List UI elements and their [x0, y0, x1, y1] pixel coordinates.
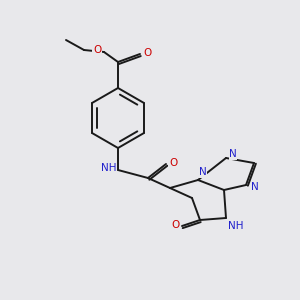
Text: O: O	[143, 48, 151, 58]
Text: N: N	[199, 167, 207, 177]
Text: NH: NH	[228, 221, 244, 231]
Text: O: O	[93, 45, 101, 55]
Text: O: O	[171, 220, 179, 230]
Text: NH: NH	[101, 163, 117, 173]
Text: O: O	[169, 158, 177, 168]
Text: N: N	[229, 149, 237, 159]
Text: N: N	[251, 182, 259, 192]
